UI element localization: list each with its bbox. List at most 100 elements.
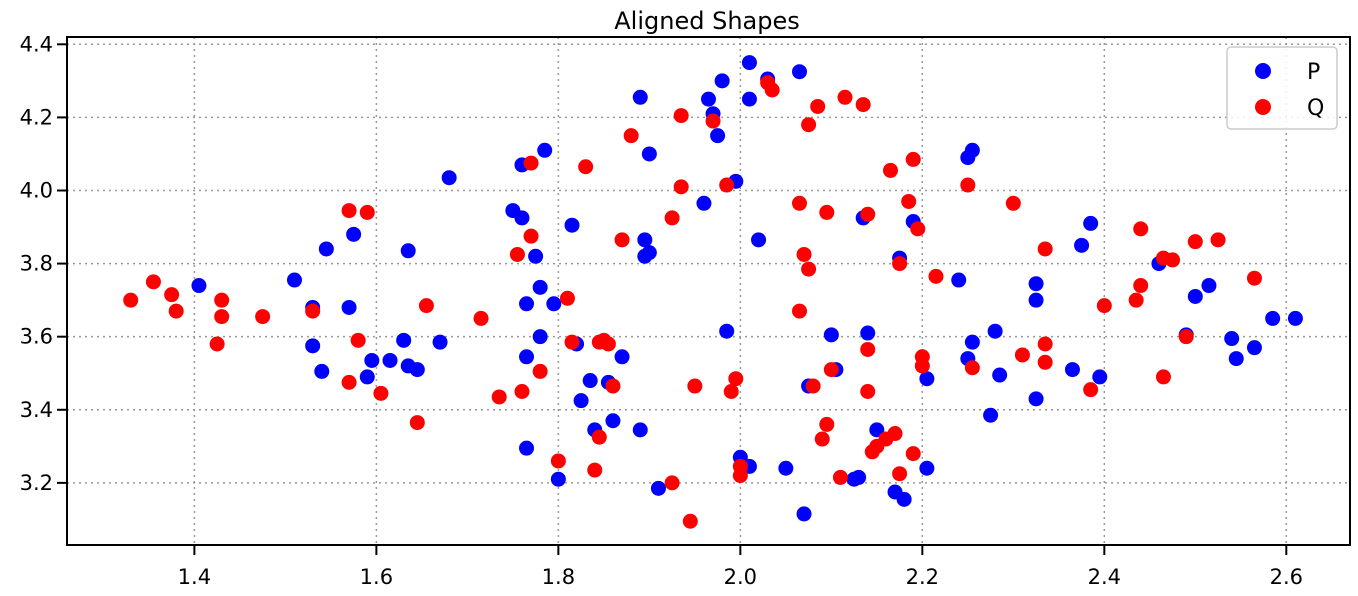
- legend-marker-Q: [1255, 99, 1271, 115]
- grid-lines: [67, 37, 1350, 545]
- x-tick-label: 1.6: [360, 565, 393, 589]
- point-Q: [892, 466, 908, 482]
- y-tick-label: 3.2: [20, 471, 53, 495]
- point-Q: [801, 117, 817, 133]
- point-Q: [805, 378, 821, 394]
- point-P: [359, 369, 375, 385]
- point-Q: [341, 374, 357, 390]
- point-Q: [682, 513, 698, 529]
- point-Q: [523, 155, 539, 171]
- point-Q: [801, 261, 817, 277]
- point-Q: [796, 246, 812, 262]
- point-Q: [860, 341, 876, 357]
- point-P: [528, 248, 544, 264]
- point-Q: [832, 469, 848, 485]
- point-Q: [409, 415, 425, 431]
- point-P: [1246, 340, 1262, 356]
- point-Q: [509, 246, 525, 262]
- y-tick-label: 3.6: [20, 325, 53, 349]
- point-Q: [1165, 252, 1181, 268]
- point-Q: [564, 334, 580, 350]
- point-Q: [1037, 354, 1053, 370]
- point-Q: [914, 349, 930, 365]
- point-Q: [623, 128, 639, 144]
- point-P: [191, 278, 207, 294]
- point-Q: [664, 210, 680, 226]
- point-P: [614, 349, 630, 365]
- point-P: [1187, 288, 1203, 304]
- point-Q: [791, 303, 807, 319]
- point-P: [791, 64, 807, 80]
- x-tick-label: 2.0: [724, 565, 757, 589]
- legend-box: [1226, 46, 1338, 130]
- point-Q: [591, 429, 607, 445]
- point-Q: [473, 310, 489, 326]
- point-P: [305, 338, 321, 354]
- point-P: [823, 327, 839, 343]
- point-P: [796, 506, 812, 522]
- point-Q: [214, 292, 230, 308]
- point-Q: [1246, 270, 1262, 286]
- point-P: [983, 407, 999, 423]
- point-Q: [214, 309, 230, 325]
- point-P: [1201, 278, 1217, 294]
- point-P: [919, 371, 935, 387]
- point-Q: [255, 309, 271, 325]
- y-tick-label: 4.0: [20, 178, 53, 202]
- point-Q: [1037, 241, 1053, 257]
- point-P: [641, 146, 657, 162]
- point-Q: [550, 453, 566, 469]
- point-P: [409, 362, 425, 378]
- point-P: [860, 325, 876, 341]
- point-P: [318, 241, 334, 257]
- point-P: [1287, 310, 1303, 326]
- point-Q: [373, 385, 389, 401]
- point-Q: [123, 292, 139, 308]
- point-Q: [341, 203, 357, 219]
- point-Q: [532, 363, 548, 379]
- point-P: [964, 142, 980, 158]
- point-Q: [819, 204, 835, 220]
- point-Q: [1133, 221, 1149, 237]
- point-Q: [587, 462, 603, 478]
- y-tick-label: 4.4: [20, 32, 53, 56]
- point-Q: [359, 204, 375, 220]
- point-P: [987, 323, 1003, 339]
- point-Q: [1005, 195, 1021, 211]
- point-Q: [964, 360, 980, 376]
- point-Q: [1155, 369, 1171, 385]
- point-P: [286, 272, 302, 288]
- point-P: [546, 296, 562, 312]
- point-P: [919, 460, 935, 476]
- point-P: [741, 55, 757, 71]
- point-P: [851, 469, 867, 485]
- point-P: [550, 471, 566, 487]
- point-Q: [905, 151, 921, 167]
- point-Q: [164, 287, 180, 303]
- point-Q: [905, 446, 921, 462]
- point-Q: [705, 113, 721, 129]
- legend-label-P: P: [1307, 60, 1320, 85]
- point-Q: [1014, 347, 1030, 363]
- point-P: [632, 422, 648, 438]
- point-Q: [882, 162, 898, 178]
- point-P: [441, 170, 457, 186]
- point-Q: [514, 384, 530, 400]
- point-P: [964, 334, 980, 350]
- point-Q: [728, 371, 744, 387]
- axes: 1.4 1.6 1.8 2.0 2.2 2.4 2.6 3.2 3.4 3.6 3.8 4.0 4.2 4…: [20, 32, 1351, 589]
- point-Q: [605, 378, 621, 394]
- data-points: [123, 55, 1303, 529]
- point-P: [641, 245, 657, 261]
- point-P: [382, 352, 398, 368]
- point-P: [701, 91, 716, 107]
- x-tick-label: 1.4: [178, 565, 211, 589]
- point-P: [778, 460, 794, 476]
- point-Q: [1178, 329, 1194, 345]
- point-Q: [1083, 382, 1099, 398]
- point-Q: [673, 108, 689, 124]
- point-Q: [523, 228, 539, 244]
- point-P: [519, 440, 535, 456]
- point-P: [519, 296, 535, 312]
- point-Q: [1133, 278, 1149, 294]
